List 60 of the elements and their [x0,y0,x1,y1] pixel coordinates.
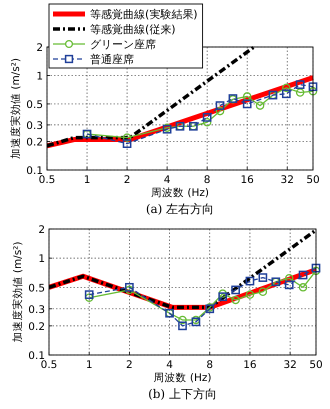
point [258,273,268,282]
x-tick-label: 4 [164,174,171,186]
y-tick-label: 2 [38,224,45,236]
point [242,100,252,108]
point [284,280,294,290]
y-tick-label: 0.3 [28,304,45,316]
x-tick-label: 50 [306,174,320,186]
y-tick-label: 1 [36,70,43,82]
y-tick-label: 0.2 [26,136,43,149]
point [298,270,308,280]
point [216,106,224,116]
y-tick-label: 0.5 [28,282,45,294]
x-tick-label: 16 [243,359,257,371]
x-tick-label: 8 [206,359,214,371]
point [246,290,254,299]
x-tick-label: 50 [309,359,323,371]
point [231,286,240,294]
x-tick-label: 2 [124,174,130,186]
point [298,283,308,292]
x-tick-label: 1 [86,359,93,371]
text: (b) 上下方向 [148,387,217,401]
point [178,321,187,330]
x-tick-label: 8 [204,174,210,186]
point [296,88,304,97]
point [246,276,254,286]
point [308,87,318,96]
point [258,287,268,296]
x-tick-label: 1 [84,174,90,186]
text: (a) 左右方向 [146,202,214,216]
y-tick-label: 0.3 [26,120,43,132]
x-tick-label: 4 [166,359,174,371]
point [312,264,320,272]
y-tick-label: 2 [36,42,43,54]
x-tick-label: 2 [126,359,133,371]
y-tick-label: 0.2 [28,320,45,333]
point [242,92,252,101]
point [216,101,224,110]
point [202,113,212,122]
y-axis-title: 加速度実効値 (m/s²) [9,58,22,159]
point [312,266,320,276]
legend-label: 普通座席 [90,53,134,66]
point [218,289,227,298]
x-tick-label: 32 [280,174,294,186]
x-axis-title: 周波数 (Hz) [151,186,209,199]
legend-label: グリーン座席 [90,38,156,51]
point [231,296,240,304]
point [282,84,291,92]
point [202,118,212,126]
y-axis-title: 加速度実効値 (m/s²) [11,242,24,342]
point [284,274,294,283]
point [256,101,264,110]
y-tick-label: 0.5 [26,98,43,111]
point [178,316,187,324]
legend-label: 等感覚曲線(従来) [90,23,176,36]
x-tick-label: 32 [283,359,297,371]
point [218,292,228,302]
legend-label: 等感覚曲線(実験結果) [90,8,198,21]
x-axis-title: 周波数 (Hz) [154,371,212,384]
x-tick-label: 16 [240,174,254,186]
y-tick-label: 1 [38,253,45,266]
